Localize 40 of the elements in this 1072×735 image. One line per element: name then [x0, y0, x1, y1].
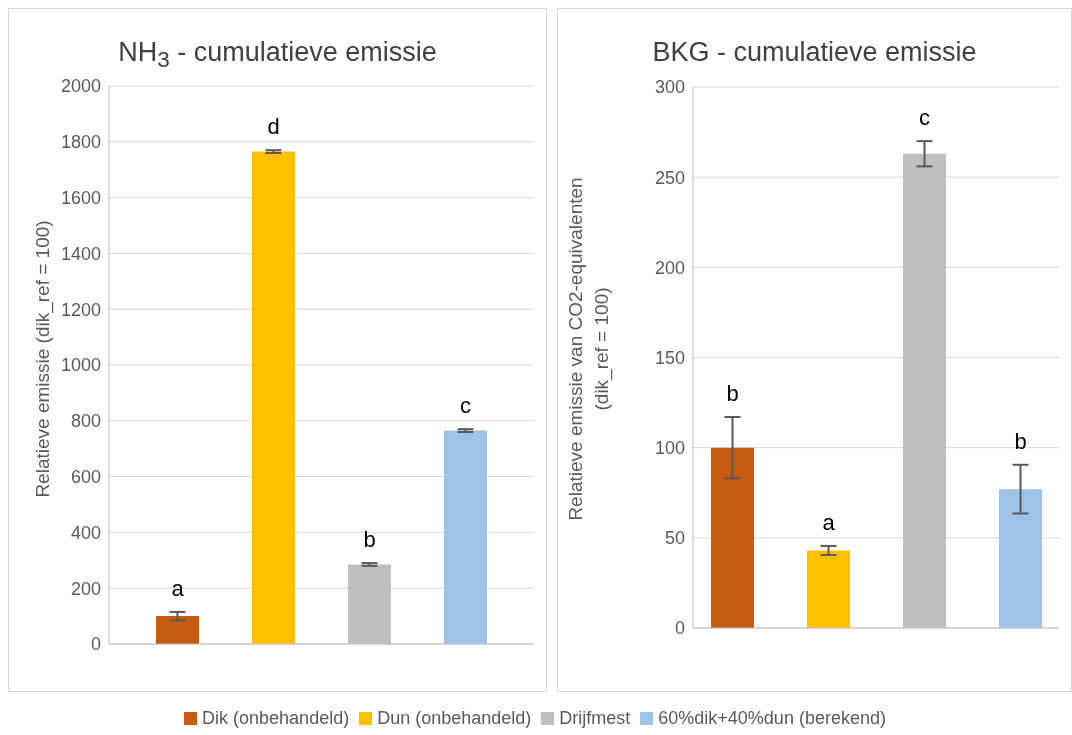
- y-tick-label: 400: [70, 522, 101, 543]
- annotation: b: [726, 381, 739, 407]
- y-axis-title: Relatieve emissie van CO2-equivalenten (dik_ref = 100): [565, 177, 613, 521]
- y-tick-label: 150: [654, 347, 685, 368]
- bar: [252, 151, 295, 644]
- y-tick-label: 250: [654, 167, 685, 188]
- y-tick-label: 1000: [60, 355, 101, 376]
- chart-title: BKG - cumulatieve emissie: [652, 37, 977, 67]
- y-tick-label: 50: [664, 528, 685, 549]
- y-tick-label: 800: [70, 411, 101, 432]
- legend-label: Drijfmest: [558, 708, 631, 728]
- legend-label: Dun (onbehandeld): [376, 708, 532, 728]
- annotation: c: [460, 393, 471, 419]
- y-tick-label: 100: [654, 438, 685, 459]
- legend-label: 60%dik+40%dun (berekend): [657, 708, 886, 728]
- bar: [999, 489, 1042, 628]
- y-tick-label: 0: [674, 618, 685, 639]
- y-tick-label: 0: [90, 634, 101, 655]
- bar: [444, 430, 487, 644]
- y-tick-label: 1600: [60, 187, 101, 208]
- y-tick-label: 200: [654, 257, 685, 278]
- annotation: c: [919, 105, 930, 131]
- annotation: d: [267, 114, 280, 140]
- annotation: a: [822, 509, 836, 535]
- annotation: b: [1014, 428, 1027, 454]
- chart-title: NH$_{3}$ - cumulatieve emissie: [118, 37, 437, 73]
- y-tick-label: 200: [70, 578, 101, 599]
- bar: [156, 616, 199, 644]
- annotation: a: [171, 575, 185, 601]
- y-tick-label: 1800: [60, 132, 101, 153]
- annotation: b: [363, 527, 376, 553]
- y-tick-label: 2000: [60, 76, 101, 97]
- y-axis-title: Relatieve emissie (dik_ref = 100): [32, 220, 54, 498]
- bar: [807, 550, 850, 628]
- y-tick-label: 600: [70, 466, 101, 487]
- y-tick-label: 1400: [60, 243, 101, 264]
- bar: [711, 447, 754, 628]
- y-tick-label: 300: [654, 77, 685, 98]
- y-tick-label: 1200: [60, 299, 101, 320]
- legend-label: Dik (onbehandeld): [201, 708, 350, 728]
